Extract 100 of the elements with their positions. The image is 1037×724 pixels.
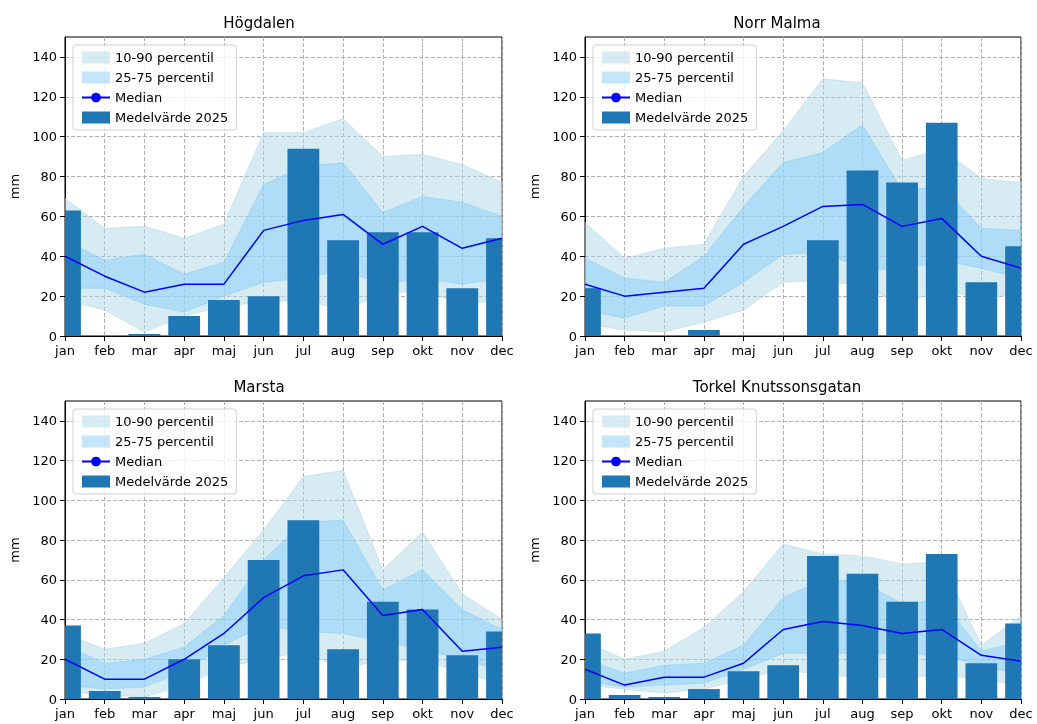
x-tick-label: jun [252,706,274,721]
x-tick-label: jan [574,706,595,721]
y-tick-label: 80 [40,532,57,548]
bar [886,182,918,336]
y-tick-label: 120 [552,89,577,105]
x-tick-label: sep [890,706,914,721]
y-tick-label: 120 [32,89,57,105]
x-tick-label: maj [731,706,756,721]
x-tick-label: nov [969,706,994,721]
legend-label: 25-75 percentil [115,70,214,85]
legend-label: Median [115,90,163,105]
bar [608,695,641,699]
y-tick-label: 40 [40,612,57,628]
legend-label: 25-75 percentil [635,70,734,85]
x-tick-label: dec [1009,706,1033,721]
x-tick-label: jun [772,706,794,721]
x-tick-label: jun [772,343,794,358]
bar [168,659,201,699]
legend-label: 25-75 percentil [635,434,734,449]
y-tick-label: 100 [32,492,57,508]
y-tick-label: 120 [32,453,57,469]
x-tick-label: feb [614,343,636,358]
legend-label: Medelvärde 2025 [635,474,749,489]
bar [925,122,958,336]
x-tick-label: okt [412,343,433,358]
y-tick-label: 0 [48,328,57,344]
x-tick-label: dec [490,343,514,358]
bar [846,573,879,699]
x-tick-label: aug [330,706,356,721]
bar [366,232,399,336]
y-tick-label: 20 [40,288,57,304]
bar [247,559,280,699]
x-tick-label: apr [173,343,196,358]
line-series [64,213,503,293]
bar [886,601,918,699]
x-tick-label: nov [450,343,475,358]
y-tick-label: 140 [32,49,57,65]
bar [925,553,958,699]
x-tick-label: maj [211,706,237,721]
x-tick-label: nov [450,706,475,721]
y-axis-title: mm [7,537,23,563]
y-tick-label: 140 [552,49,577,65]
x-tick-label: mar [651,706,678,721]
bar [88,691,121,699]
bar [168,316,201,336]
line-series [584,203,1022,297]
x-tick-label: jan [54,343,75,358]
legend-label: Median [635,454,683,469]
x-tick-label: sep [371,343,395,358]
y-tick-label: 40 [40,248,57,264]
x-tick-label: mar [131,706,159,721]
y-tick-label: 100 [552,492,577,508]
bar [806,240,839,336]
x-tick-label: apr [693,343,716,358]
y-tick-label: 20 [560,288,577,304]
bar [327,649,359,699]
bar [806,555,839,699]
x-tick-label: jun [252,343,274,358]
y-tick-label: 20 [560,651,577,667]
legend-label: 10-90 percentil [635,414,734,429]
bar [965,663,998,699]
bar [846,170,879,336]
y-tick-label: 20 [40,651,57,667]
x-tick-label: maj [731,343,756,358]
y-tick-label: 100 [552,129,577,145]
y-tick-label: 80 [40,169,57,185]
x-tick-label: feb [94,343,116,358]
legend-label: Medelvärde 2025 [635,110,749,125]
bar [406,609,439,699]
x-tick-label: sep [371,706,395,721]
x-tick-label: feb [614,706,636,721]
x-tick-label: maj [211,343,237,358]
legend-label: Medelvärde 2025 [115,110,229,125]
y-tick-label: 120 [552,453,577,469]
bar [688,689,720,699]
x-tick-label: jul [294,706,312,721]
x-tick-label: mar [131,343,159,358]
x-tick-label: okt [931,706,953,721]
x-tick-label: nov [969,343,994,358]
x-tick-label: okt [931,343,953,358]
x-tick-label: feb [94,706,116,721]
legend-label: Medelvärde 2025 [115,474,229,489]
bar [406,232,439,336]
legend-label: 10-90 percentil [115,414,214,429]
y-axis-title: mm [7,173,23,200]
bar [327,240,359,336]
legend-label: Median [635,90,683,105]
x-tick-label: dec [490,706,514,721]
chart-title: Marsta [233,377,285,396]
x-tick-label: aug [850,343,875,358]
chart-title: Torkel Knutssonsgatan [691,377,862,396]
bar [446,655,479,699]
y-tick-label: 60 [40,572,57,588]
y-tick-label: 140 [32,413,57,429]
y-axis-title: mm [527,173,543,200]
x-tick-label: jul [814,343,831,358]
x-tick-label: jan [574,343,595,358]
bar [767,665,800,699]
y-tick-label: 60 [560,572,577,588]
x-tick-label: dec [1009,343,1033,358]
